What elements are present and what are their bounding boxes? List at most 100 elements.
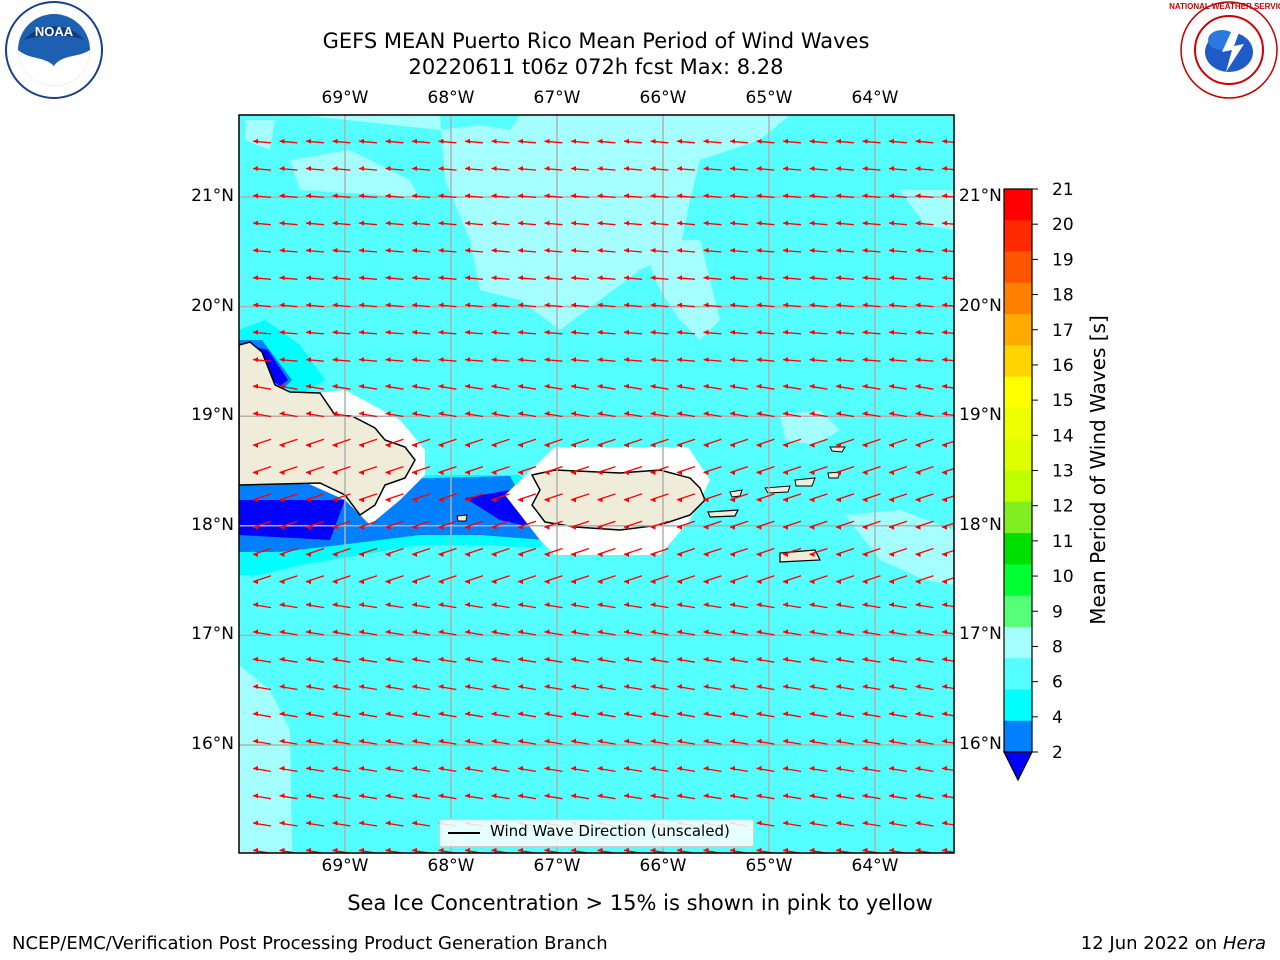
wind-wave-arrow — [438, 656, 457, 663]
colorbar-swatch — [1004, 658, 1032, 690]
wind-wave-arrow — [597, 602, 616, 609]
wind-wave-arrow — [279, 656, 298, 663]
wind-wave-arrow — [252, 793, 272, 800]
lon-tick-top: 69°W — [321, 88, 369, 108]
wind-wave-arrow — [650, 411, 669, 418]
wind-wave-arrow — [676, 193, 696, 199]
wind-wave-arrow — [438, 220, 457, 226]
wind-wave-arrow — [305, 275, 325, 281]
wind-wave-arrow — [703, 383, 722, 390]
wind-wave-arrow — [252, 220, 272, 226]
wind-wave-arrow — [676, 357, 696, 363]
wind-wave-arrow — [888, 520, 908, 530]
colorbar-tick-label: 11 — [1052, 532, 1074, 552]
wind-wave-arrow — [279, 166, 298, 171]
wind-wave-arrow — [650, 793, 669, 800]
run-date: 12 Jun 2022 on Hera — [1081, 933, 1266, 954]
wind-wave-arrow — [676, 575, 696, 585]
wind-wave-arrow — [809, 193, 828, 199]
wind-wave-arrow — [782, 520, 802, 530]
wind-wave-arrow — [676, 765, 696, 773]
wind-wave-arrow — [703, 302, 722, 308]
wind-wave-arrow — [491, 793, 510, 800]
wind-wave-arrow — [623, 302, 643, 308]
wind-wave-arrow — [570, 602, 590, 609]
wind-wave-arrow — [915, 275, 934, 281]
wind-wave-arrow — [544, 166, 563, 171]
wind-wave-arrow — [544, 793, 563, 800]
wind-wave-arrow — [464, 493, 484, 503]
land-puerto-rico — [530, 469, 706, 531]
wind-wave-arrow — [305, 575, 325, 585]
period-field-lt2-mona — [465, 490, 535, 528]
wind-wave-arrow — [756, 138, 775, 144]
wind-wave-arrow — [385, 438, 404, 448]
wind-wave-arrow — [729, 629, 749, 636]
wind-wave-arrow — [570, 493, 590, 503]
wind-wave-arrow — [809, 602, 828, 609]
wind-wave-arrow — [809, 383, 828, 390]
wind-wave-arrow — [570, 357, 590, 363]
wind-wave-arrow — [650, 575, 669, 585]
wind-wave-arrow — [650, 138, 669, 144]
wind-wave-arrow — [464, 247, 484, 253]
wind-wave-arrow — [597, 629, 616, 636]
wind-wave-arrow — [623, 547, 643, 557]
wind-wave-arrow — [279, 438, 298, 448]
wind-wave-arrow — [358, 220, 378, 226]
wind-wave-arrow — [252, 820, 272, 827]
wind-wave-arrow — [782, 411, 802, 418]
wind-wave-arrow — [385, 793, 404, 800]
wind-wave-arrow — [358, 383, 378, 390]
wind-wave-arrow — [676, 793, 696, 800]
wind-wave-arrow — [438, 547, 457, 557]
wind-wave-arrow — [385, 166, 404, 171]
wind-wave-arrow — [597, 656, 616, 663]
wind-wave-arrow — [517, 765, 537, 773]
wind-wave-arrow — [756, 220, 775, 226]
wind-wave-arrow — [729, 138, 749, 144]
wind-wave-arrow — [782, 711, 802, 718]
wind-wave-arrow — [385, 820, 404, 827]
wind-wave-arrow — [782, 547, 802, 557]
wind-wave-arrow — [252, 275, 272, 281]
wind-wave-arrow — [517, 711, 537, 718]
wind-wave-arrow — [703, 493, 722, 503]
wind-wave-arrow — [862, 547, 881, 557]
wind-wave-arrow — [915, 793, 934, 800]
wind-wave-arrow — [464, 547, 484, 557]
wind-wave-arrow — [438, 711, 457, 718]
wind-wave-arrow — [756, 465, 775, 476]
wind-wave-arrow — [438, 629, 457, 636]
wind-wave-arrow — [544, 575, 563, 585]
wind-wave-arrow — [358, 575, 378, 585]
wind-wave-arrow — [491, 575, 510, 585]
wind-wave-arrow — [835, 302, 855, 308]
wind-wave-arrow — [915, 520, 934, 530]
wind-wave-arrow — [438, 738, 457, 745]
wind-wave-arrow — [623, 329, 643, 335]
wind-wave-arrow — [676, 138, 696, 144]
wind-wave-arrow — [438, 602, 457, 609]
wind-wave-arrow — [358, 629, 378, 636]
wind-wave-arrow — [915, 465, 934, 476]
wind-wave-arrow — [597, 329, 616, 335]
wind-wave-arrow — [385, 493, 404, 503]
wind-wave-arrow — [862, 465, 881, 476]
lat-tick-left: 19°N — [191, 405, 234, 426]
wind-wave-arrow — [676, 602, 696, 609]
wind-wave-arrow — [703, 684, 722, 691]
wind-wave-arrow — [385, 411, 404, 418]
wind-wave-arrow — [835, 383, 855, 390]
wind-wave-arrow — [915, 438, 934, 448]
wind-wave-arrow — [570, 302, 590, 308]
wind-wave-arrow — [597, 465, 616, 476]
wind-wave-arrow — [676, 383, 696, 390]
wind-wave-arrow — [517, 302, 537, 308]
wind-wave-arrow — [782, 738, 802, 745]
wind-wave-arrow — [305, 357, 325, 363]
wind-wave-arrow — [809, 465, 828, 476]
wind-wave-arrow — [385, 329, 404, 335]
wind-wave-arrow — [517, 438, 537, 448]
wind-wave-arrow — [915, 629, 934, 636]
